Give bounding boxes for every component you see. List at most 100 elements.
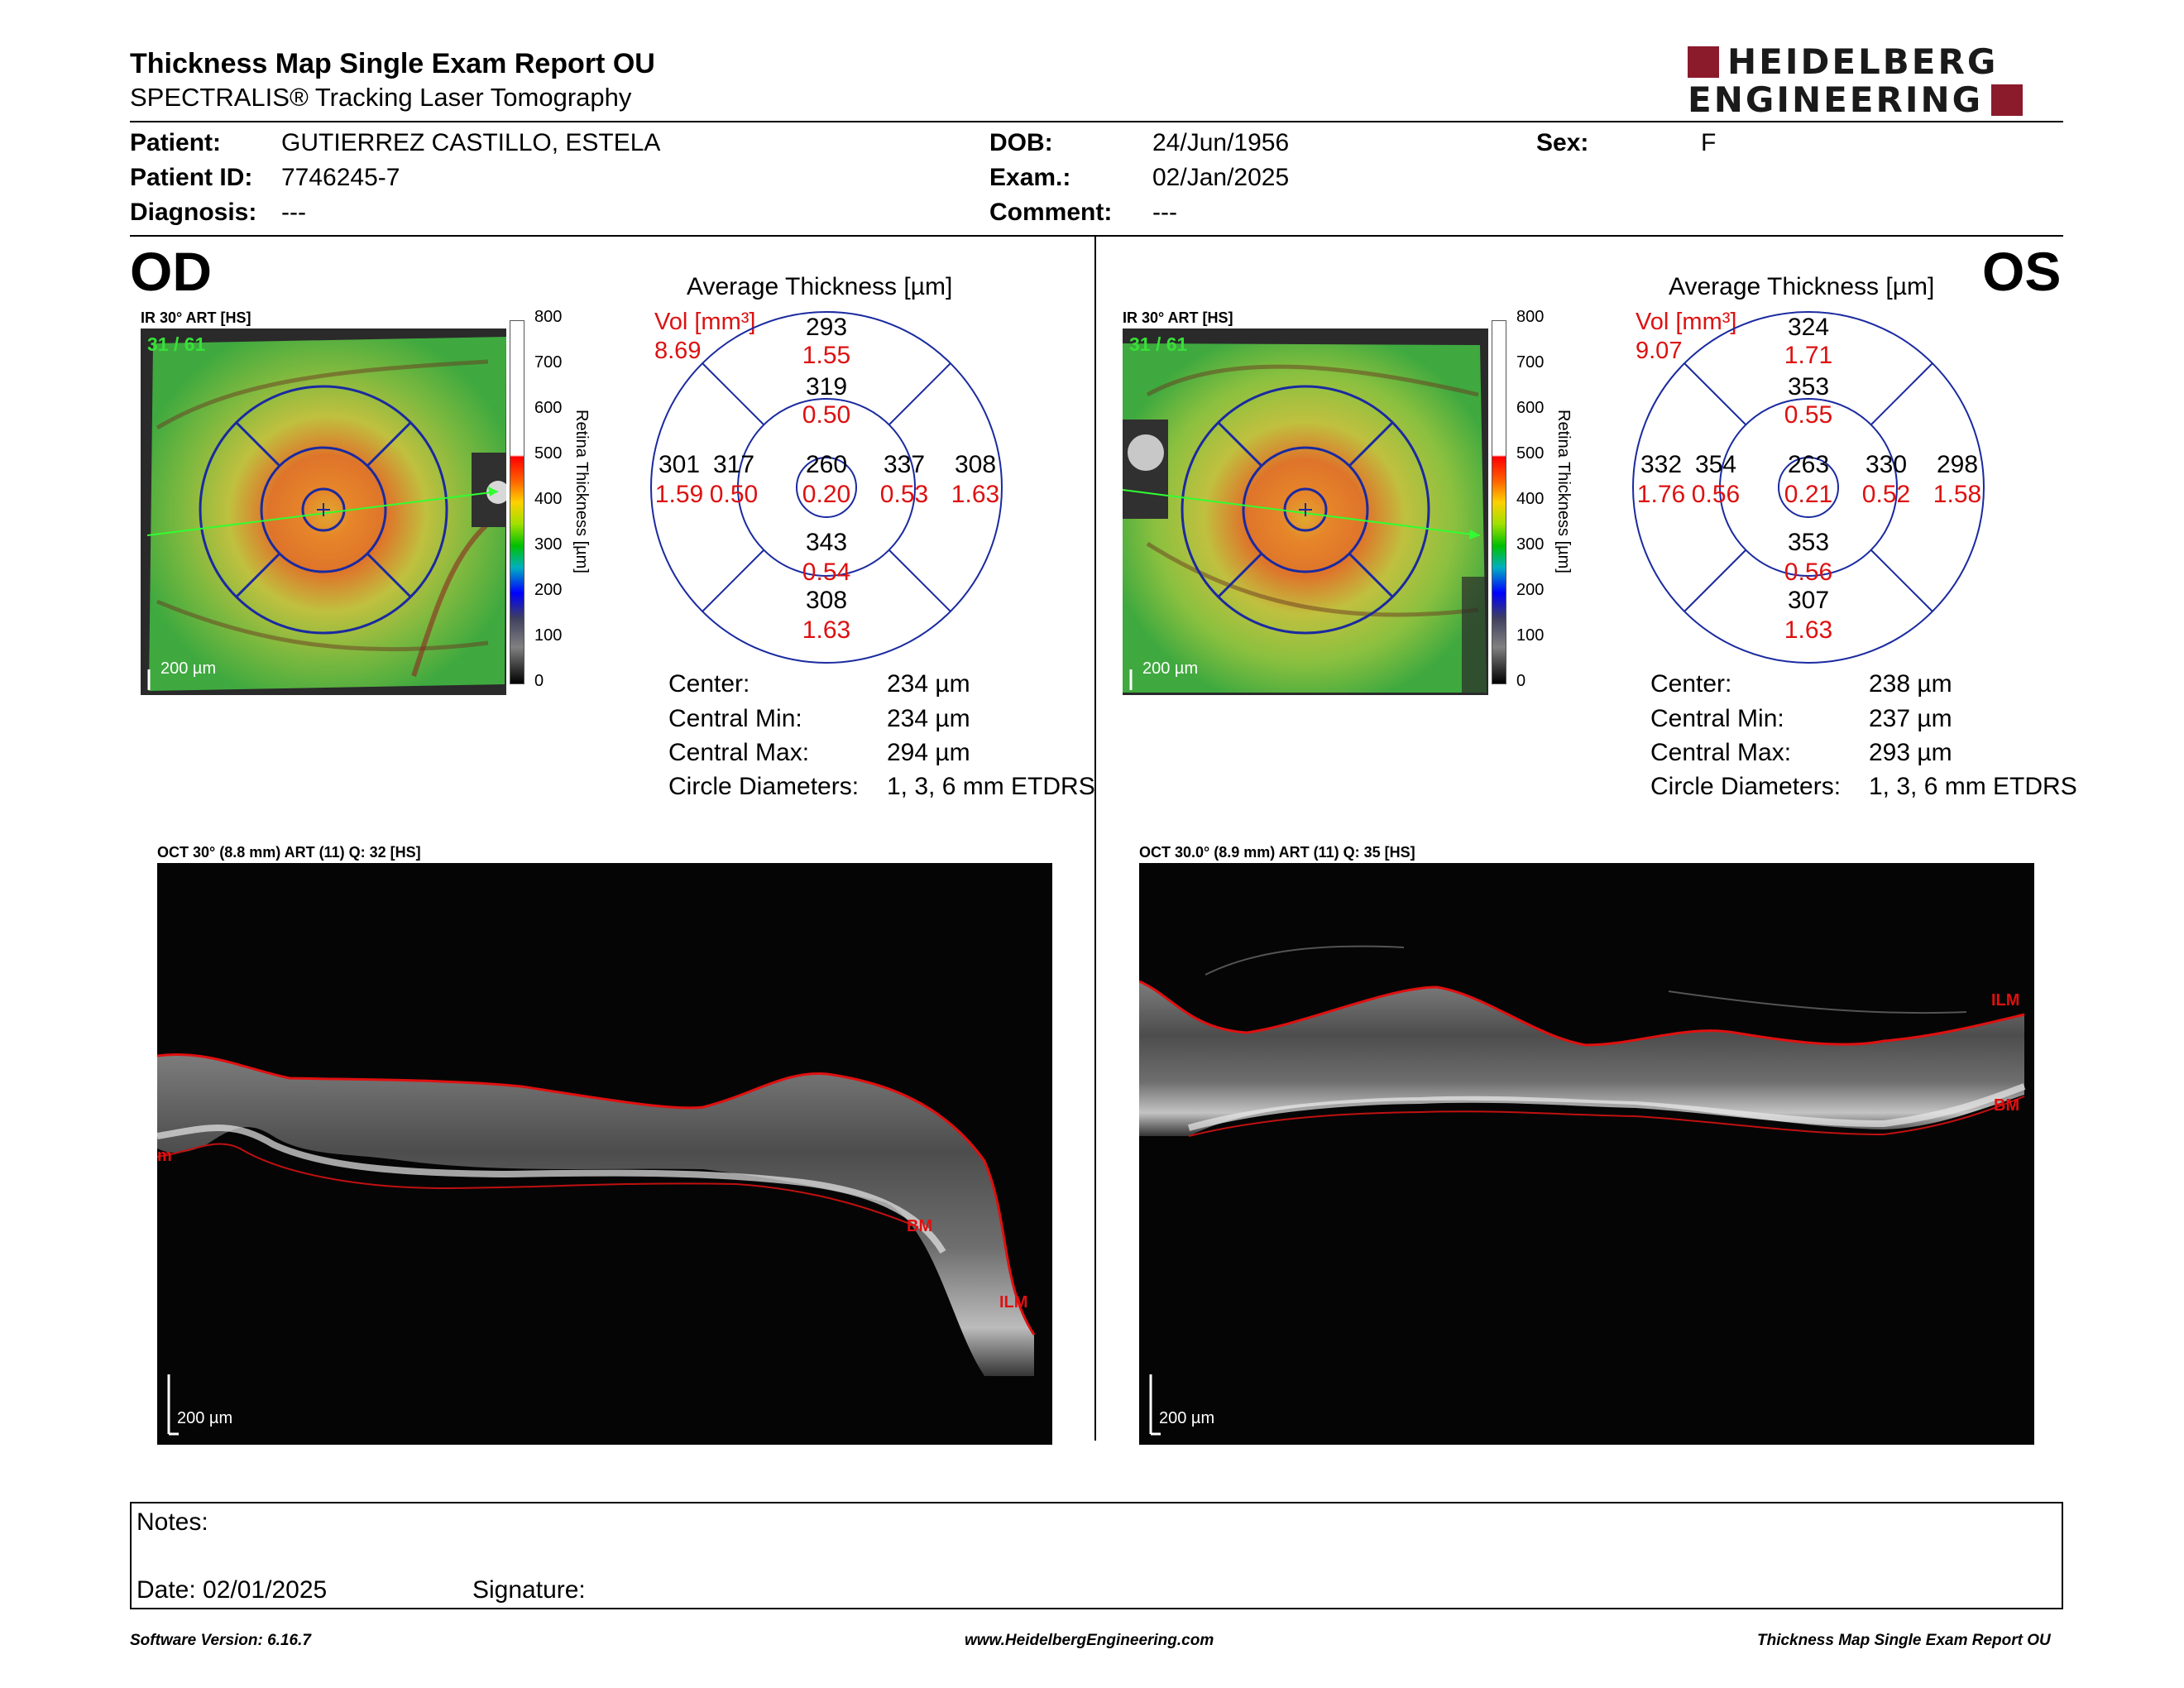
od-label: OD: [130, 241, 212, 302]
od-inner-inferior-thickness: 343: [805, 529, 848, 556]
od-cbar-tick: 100: [534, 626, 563, 645]
os-oct-bscan: ILM BM 200 µm: [1139, 863, 2034, 1445]
od-outer-inferior-thickness: 308: [805, 587, 848, 614]
od-etdrs-grid: 293 1.55 319 0.50 301 1.59 317 0.50 260 …: [649, 309, 1004, 665]
os-cbar-tick: 500: [1516, 444, 1545, 463]
od-oct-bscan: BM ILM m 200 µm: [157, 863, 1052, 1445]
patient-name: GUTIERREZ CASTILLO, ESTELA: [281, 129, 661, 156]
report-title: Thickness Map Single Exam Report OU: [130, 48, 655, 79]
os-oct-ilm-label: ILM: [1991, 991, 2020, 1009]
logo-word-1: HEIDELBERG: [1727, 41, 1999, 82]
os-oct-caption: OCT 30.0° (8.9 mm) ART (11) Q: 35 [HS]: [1139, 844, 1415, 861]
eye-divider: [1094, 237, 1096, 1441]
os-central-max-value: 293 µm: [1869, 739, 1952, 766]
od-total-vol: 8.69: [654, 338, 702, 364]
od-center-thickness: 260: [805, 451, 848, 478]
os-circle-diam-value: 1, 3, 6 mm ETDRS: [1869, 773, 2077, 800]
os-outer-temporal-volume: 1.58: [1933, 481, 1982, 508]
od-cbar-tick: 300: [534, 535, 563, 554]
os-cbar-tick: 400: [1516, 490, 1545, 508]
os-central-min-value: 237 µm: [1869, 705, 1952, 732]
od-central-max-value: 294 µm: [887, 739, 970, 766]
od-center-value: 234 µm: [887, 670, 970, 698]
os-fundus-caption: IR 30° ART [HS]: [1123, 309, 1233, 326]
od-center-label: Center:: [668, 670, 750, 698]
os-center-volume: 0.21: [1784, 481, 1833, 508]
od-cbar-tick: 0: [534, 672, 544, 690]
os-cbar-tick: 100: [1516, 626, 1545, 645]
os-cbar-tick: 700: [1516, 353, 1545, 372]
os-inner-temporal-volume: 0.52: [1861, 481, 1911, 508]
date-label: Date: 02/01/2025: [136, 1576, 328, 1604]
od-inner-superior-volume: 0.50: [802, 401, 851, 429]
os-vol-label: Vol [mm³]: [1636, 309, 1737, 335]
od-oct-ilm-label: ILM: [999, 1293, 1028, 1312]
od-outer-temporal-thickness: 301: [658, 451, 701, 478]
os-frame-count: 31 / 61: [1129, 333, 1188, 355]
od-circle-diam-value: 1, 3, 6 mm ETDRS: [887, 773, 1095, 800]
od-fundus-caption: IR 30° ART [HS]: [141, 309, 251, 326]
os-cbar-tick: 200: [1516, 581, 1545, 599]
od-oct-bm-label: BM: [907, 1217, 933, 1235]
sex-label: Sex:: [1536, 129, 1589, 156]
os-inner-superior-thickness: 353: [1787, 373, 1830, 400]
os-outer-nasal-volume: 1.76: [1636, 481, 1686, 508]
od-fundus-image: 31 / 61 200 µm: [141, 328, 506, 695]
notes-label: Notes:: [136, 1508, 208, 1536]
os-circle-diam-label: Circle Diameters:: [1650, 773, 1842, 800]
patient-id-label: Patient ID:: [130, 164, 253, 191]
os-total-vol: 9.07: [1636, 338, 1683, 364]
footer-software-version: Software Version: 6.16.7: [130, 1632, 311, 1649]
os-central-min-label: Central Min:: [1650, 705, 1784, 732]
os-cbar-tick: 800: [1516, 308, 1545, 326]
exam-label: Exam.:: [989, 164, 1071, 191]
od-inner-nasal-volume: 0.53: [879, 481, 929, 508]
od-oct-caption: OCT 30° (8.8 mm) ART (11) Q: 32 [HS]: [157, 844, 421, 861]
od-outer-nasal-volume: 1.63: [951, 481, 1000, 508]
os-cbar-tick: 300: [1516, 535, 1545, 554]
os-outer-superior-volume: 1.71: [1784, 342, 1833, 369]
os-fundus-image: 31 / 61 200 µm: [1123, 328, 1488, 695]
os-inner-superior-volume: 0.55: [1784, 401, 1833, 429]
os-avg-title: Average Thickness [µm]: [1669, 273, 1935, 300]
od-inner-temporal-thickness: 317: [712, 451, 755, 478]
sex: F: [1701, 129, 1717, 156]
dob: 24/Jun/1956: [1152, 129, 1290, 156]
patient-rule: [130, 235, 2063, 237]
patient-name-label: Patient:: [130, 129, 222, 156]
logo-square-bottom: [1991, 84, 2024, 116]
od-outer-superior-thickness: 293: [805, 314, 848, 341]
os-central-max-label: Central Max:: [1650, 739, 1792, 766]
os-inner-nasal-thickness: 354: [1694, 451, 1737, 478]
od-central-max-label: Central Max:: [668, 739, 810, 766]
exam-date: 02/Jan/2025: [1152, 164, 1290, 191]
patient-id: 7746245-7: [281, 164, 400, 191]
os-colorbar-title: Retina Thickness [µm]: [1554, 410, 1573, 573]
notes-box: Notes: Date: 02/01/2025 Signature:: [130, 1502, 2063, 1609]
os-cbar-tick: 600: [1516, 399, 1545, 417]
report-subtitle: SPECTRALIS® Tracking Laser Tomography: [130, 83, 632, 112]
od-inner-superior-thickness: 319: [805, 373, 848, 400]
os-cbar-tick: 0: [1516, 672, 1526, 690]
od-inner-temporal-volume: 0.50: [709, 481, 759, 508]
os-outer-temporal-thickness: 298: [1936, 451, 1979, 478]
diagnosis: ---: [281, 199, 306, 226]
od-outer-superior-volume: 1.55: [802, 342, 851, 369]
od-cbar-tick: 200: [534, 581, 563, 599]
comment: ---: [1152, 199, 1177, 226]
od-vol-label: Vol [mm³]: [654, 309, 756, 335]
od-oct-scale: 200 µm: [177, 1409, 233, 1427]
footer-report-name: Thickness Map Single Exam Report OU: [1757, 1632, 2051, 1649]
os-label: OS: [1982, 241, 2062, 302]
od-frame-count: 31 / 61: [147, 333, 206, 355]
od-center-volume: 0.20: [802, 481, 851, 508]
od-colorbar-title: Retina Thickness [µm]: [572, 410, 591, 573]
footer-website: www.HeidelbergEngineering.com: [965, 1632, 1214, 1649]
od-cbar-tick: 500: [534, 444, 563, 463]
od-circle-diam-label: Circle Diameters:: [668, 773, 860, 800]
od-avg-title: Average Thickness [µm]: [687, 273, 953, 300]
od-cbar-tick: 400: [534, 490, 563, 508]
os-inner-inferior-volume: 0.56: [1784, 559, 1833, 586]
os-inner-nasal-volume: 0.56: [1691, 481, 1741, 508]
od-cbar-tick: 800: [534, 308, 563, 326]
